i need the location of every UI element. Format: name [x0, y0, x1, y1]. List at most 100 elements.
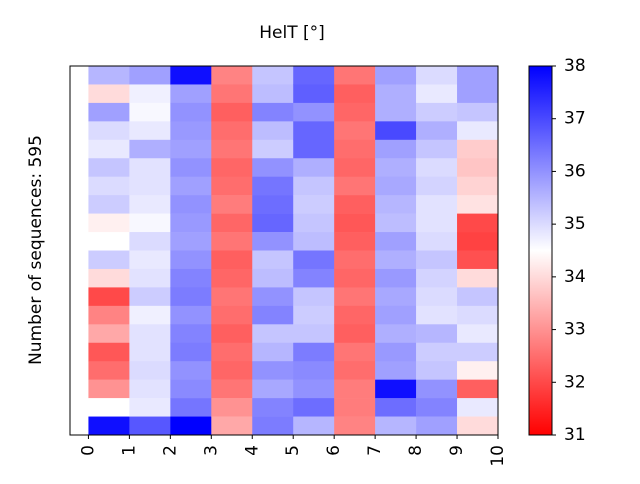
heatmap-cell	[375, 379, 417, 399]
heatmap-cell	[293, 232, 335, 251]
heatmap-cell	[457, 121, 499, 141]
heatmap-cell	[211, 121, 253, 141]
heatmap-cell	[457, 195, 499, 214]
heatmap-cell	[252, 324, 294, 344]
heatmap-cell	[416, 416, 458, 436]
heatmap-cell	[416, 342, 458, 362]
heatmap-cell	[375, 66, 417, 85]
heatmap-cell	[293, 158, 335, 177]
heatmap-cell	[457, 158, 499, 177]
heatmap-cell	[211, 250, 253, 270]
heatmap-cell	[293, 121, 335, 141]
y-axis-label: Number of sequences: 595	[26, 135, 46, 365]
heatmap-cell	[129, 158, 171, 177]
x-tick-label: 7	[365, 445, 385, 456]
x-tick-label: 10	[488, 445, 508, 467]
heatmap-cell	[129, 305, 171, 325]
heatmap-cell	[457, 342, 499, 362]
heatmap-cell	[211, 324, 253, 344]
heatmap-cell	[88, 287, 130, 307]
x-tick-label: 2	[160, 445, 180, 456]
heatmap-cell	[129, 416, 171, 436]
heatmap-cell	[457, 361, 499, 380]
heatmap-cell	[129, 268, 171, 288]
heatmap-cell	[375, 324, 417, 344]
heatmap-cell	[457, 84, 499, 104]
heatmap-cell	[88, 84, 130, 104]
heatmap-cell	[211, 287, 253, 307]
heatmap-cell	[334, 158, 376, 177]
heatmap-cell	[334, 324, 376, 344]
heatmap-cell	[88, 176, 130, 196]
heatmap-cell	[416, 121, 458, 141]
heatmap-cell	[170, 213, 212, 233]
plot-frame	[69, 65, 499, 436]
heatmap-cell	[457, 232, 499, 251]
heatmap-cell	[170, 139, 212, 159]
heatmap-cell	[375, 176, 417, 196]
heatmap-cell	[170, 287, 212, 307]
heatmap-cell	[416, 176, 458, 196]
heatmap-cell	[252, 361, 294, 380]
heatmap-cell	[252, 342, 294, 362]
heatmap-cell	[252, 268, 294, 288]
heatmap-cell	[129, 139, 171, 159]
heatmap-cell	[334, 66, 376, 85]
heatmap-cell	[211, 379, 253, 399]
heatmap-cell	[375, 342, 417, 362]
heatmap-cell	[211, 213, 253, 233]
x-tick-label: 3	[201, 445, 221, 456]
heatmap-cell	[88, 121, 130, 141]
heatmap-cell	[375, 250, 417, 270]
heatmap-cell	[416, 361, 458, 380]
heatmap-cell	[252, 176, 294, 196]
heatmap-cell	[375, 102, 417, 122]
heatmap-cell	[252, 416, 294, 436]
heatmap-cell	[375, 84, 417, 104]
heatmap-cell	[334, 361, 376, 380]
heatmap-cell	[211, 342, 253, 362]
heatmap-cell	[375, 121, 417, 141]
heatmap-cell	[416, 232, 458, 251]
heatmap-cell	[416, 139, 458, 159]
heatmap-cell	[293, 66, 335, 85]
heatmap-cell	[293, 176, 335, 196]
heatmap-cell	[416, 379, 458, 399]
heatmap-cell	[375, 232, 417, 251]
heatmap-cell	[88, 379, 130, 399]
heatmap-cell	[416, 84, 458, 104]
heatmap-cell	[211, 361, 253, 380]
heatmap-cell	[375, 416, 417, 436]
heatmap-cell	[334, 213, 376, 233]
heatmap-cell	[334, 305, 376, 325]
heatmap-cell	[211, 195, 253, 214]
heatmap-cell	[129, 195, 171, 214]
heatmap-cell	[416, 305, 458, 325]
heatmap-cell	[170, 195, 212, 214]
heatmap-cell	[293, 361, 335, 380]
heatmap-cell	[334, 232, 376, 251]
x-tick-label: 8	[406, 445, 426, 456]
heatmap-cell	[211, 176, 253, 196]
heatmap-cell	[375, 287, 417, 307]
heatmap-cell	[252, 121, 294, 141]
heatmap-cell	[334, 250, 376, 270]
heatmap-cell	[375, 361, 417, 380]
heatmap-cell	[457, 66, 499, 85]
heatmap-cell	[457, 416, 499, 436]
heatmap-cell	[293, 213, 335, 233]
heatmap-cell	[252, 379, 294, 399]
heatmap-cell	[88, 250, 130, 270]
heatmap-cell	[170, 324, 212, 344]
heatmap-cell	[457, 268, 499, 288]
heatmap-cell	[334, 342, 376, 362]
heatmap-cell	[416, 268, 458, 288]
heatmap-cell	[252, 232, 294, 251]
heatmap-cell	[170, 84, 212, 104]
heatmap-cell	[293, 287, 335, 307]
heatmap-cell	[211, 66, 253, 85]
heatmap-cell	[293, 305, 335, 325]
heatmap-cell	[416, 324, 458, 344]
x-tick-label: 1	[119, 445, 139, 456]
